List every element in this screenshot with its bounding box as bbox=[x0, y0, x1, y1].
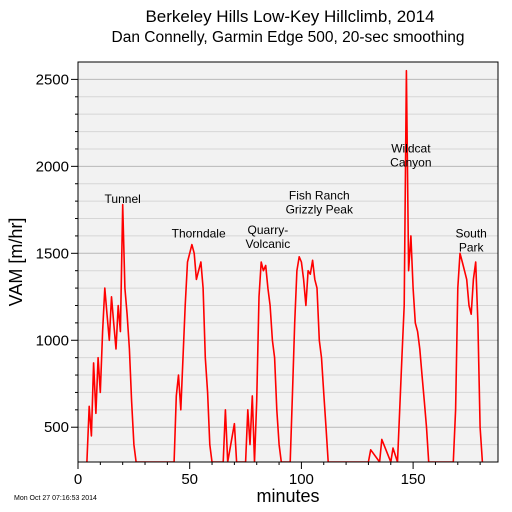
annotation-label: South bbox=[456, 227, 487, 241]
plot-frame bbox=[77, 61, 499, 463]
annotation-label: Park bbox=[459, 241, 485, 255]
x-tick-label: 150 bbox=[401, 471, 426, 488]
chart-subtitle: Dan Connelly, Garmin Edge 500, 20-sec sm… bbox=[112, 29, 465, 46]
annotation-label: Quarry- bbox=[248, 223, 289, 237]
annotation-label: Tunnel bbox=[105, 192, 141, 206]
annotation-label: Thorndale bbox=[172, 227, 226, 241]
timestamp: Mon Oct 27 07:16:53 2014 bbox=[14, 495, 97, 502]
annotation-label: Wildcat bbox=[391, 141, 431, 155]
y-tick-label: 2000 bbox=[36, 158, 69, 175]
x-tick-label: 0 bbox=[74, 471, 82, 488]
annotation-label: Fish Ranch bbox=[289, 188, 350, 202]
x-tick-label: 100 bbox=[289, 471, 314, 488]
peak-annotations: Tunnel Thorndale Quarry-Volcanic Fish Ranch… bbox=[105, 141, 487, 254]
y-axis-label: VAM [m/hr] bbox=[6, 218, 26, 307]
x-tick-label: 50 bbox=[181, 471, 198, 488]
annotation-label: Grizzly Peak bbox=[286, 202, 354, 216]
y-tick-label: 1000 bbox=[36, 332, 69, 349]
axis-ticks: 500 1000 1500 2000 2500 0 50 100 150 bbox=[36, 71, 481, 488]
x-axis-label: minutes bbox=[256, 486, 319, 506]
annotation-label: Canyon bbox=[390, 155, 431, 169]
chart-title: Berkeley Hills Low-Key Hillclimb, 2014 bbox=[145, 7, 434, 26]
y-tick-label: 500 bbox=[44, 419, 69, 436]
annotation-label: Volcanic bbox=[246, 237, 291, 251]
y-tick-label: 1500 bbox=[36, 245, 69, 262]
vam-series-line bbox=[86, 69, 484, 462]
plot-background bbox=[78, 62, 498, 462]
y-tick-label: 2500 bbox=[36, 71, 69, 88]
series-group bbox=[86, 69, 484, 462]
